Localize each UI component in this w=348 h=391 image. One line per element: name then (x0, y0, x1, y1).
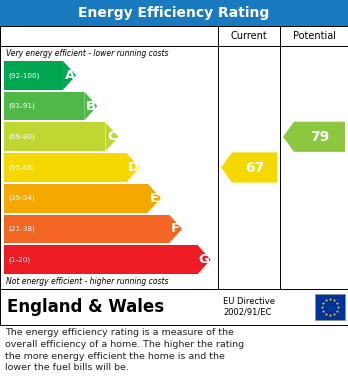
Text: D: D (128, 161, 139, 174)
Polygon shape (127, 153, 140, 182)
Polygon shape (221, 152, 277, 183)
Text: G: G (199, 253, 209, 266)
Text: B: B (86, 100, 96, 113)
Bar (0, 26, 348, 46)
Bar (4, 153, 127, 182)
Text: A: A (64, 69, 75, 82)
Polygon shape (283, 122, 345, 152)
Polygon shape (84, 92, 97, 120)
Text: (39-54): (39-54) (8, 195, 35, 201)
Bar (4, 215, 169, 243)
Text: F: F (171, 222, 180, 235)
Text: England & Wales: England & Wales (7, 298, 164, 316)
Bar (4, 61, 63, 90)
Text: Very energy efficient - lower running costs: Very energy efficient - lower running co… (6, 48, 168, 57)
Text: (55-68): (55-68) (8, 164, 35, 171)
Text: (21-38): (21-38) (8, 226, 35, 232)
Bar (4, 122, 105, 151)
Bar (0, 26, 348, 289)
Text: (92-100): (92-100) (8, 72, 39, 79)
Text: C: C (107, 130, 117, 143)
Polygon shape (169, 215, 182, 243)
Text: 79: 79 (310, 130, 329, 144)
Text: E: E (150, 192, 159, 205)
Polygon shape (198, 245, 211, 274)
Polygon shape (63, 61, 76, 90)
Text: Not energy efficient - higher running costs: Not energy efficient - higher running co… (6, 278, 168, 287)
Text: EU Directive: EU Directive (223, 298, 275, 307)
Text: Current: Current (231, 31, 267, 41)
Text: The energy efficiency rating is a measure of the
overall efficiency of a home. T: The energy efficiency rating is a measur… (5, 328, 244, 372)
Bar (0, 0, 348, 26)
Bar (4, 92, 84, 120)
Polygon shape (148, 184, 161, 213)
Text: (1-20): (1-20) (8, 256, 30, 263)
Text: Potential: Potential (293, 31, 335, 41)
Polygon shape (105, 122, 118, 151)
Text: 2002/91/EC: 2002/91/EC (223, 307, 271, 316)
Text: (81-91): (81-91) (8, 103, 35, 109)
Text: 67: 67 (245, 160, 264, 174)
Bar (0, 289, 348, 325)
Text: (69-80): (69-80) (8, 134, 35, 140)
Bar (4, 245, 198, 274)
Bar (4, 184, 148, 213)
Text: Energy Efficiency Rating: Energy Efficiency Rating (78, 6, 270, 20)
Bar (315, 294, 345, 320)
